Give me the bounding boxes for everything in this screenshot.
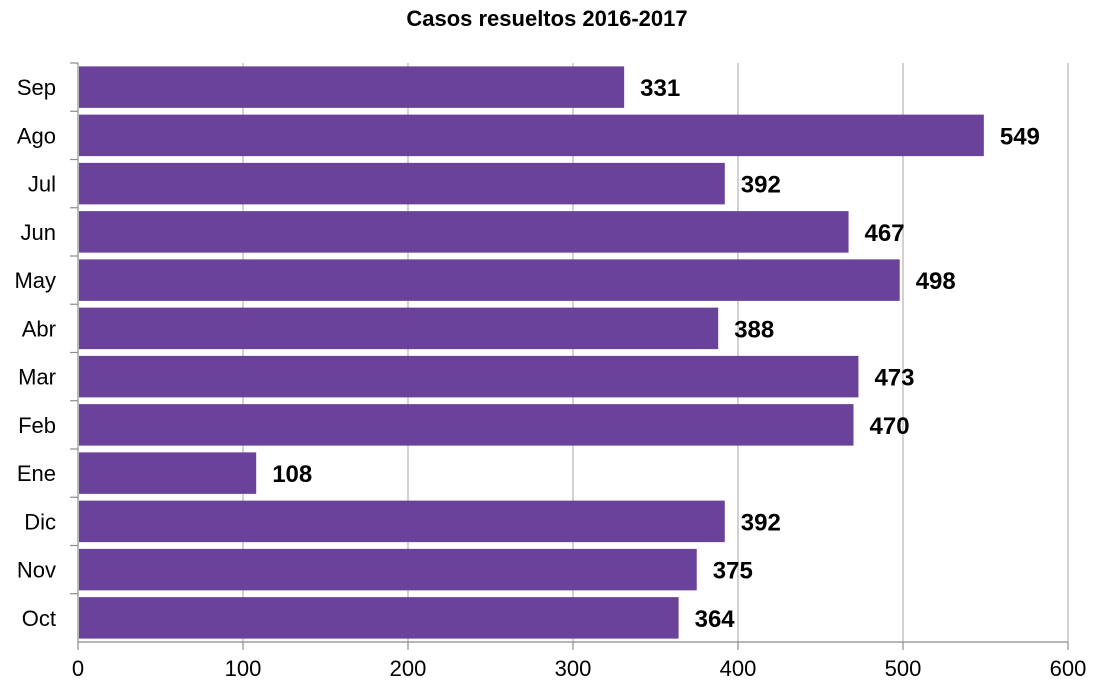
data-label-sep: 331 — [640, 75, 680, 102]
x-tick-label-300: 300 — [555, 656, 592, 681]
bar-dic — [79, 500, 725, 543]
bar-oct — [79, 597, 679, 639]
bar-jun — [79, 211, 849, 253]
bar-ene — [79, 452, 257, 494]
y-tick-label-mar: Mar — [18, 365, 56, 390]
data-label-jul: 392 — [741, 172, 781, 199]
y-tick-label-abr: Abr — [22, 316, 56, 341]
gridlines — [242, 63, 1069, 642]
y-tick-label-dic: Dic — [24, 509, 56, 534]
data-label-jun: 467 — [865, 220, 905, 247]
data-label-ene: 108 — [272, 461, 312, 488]
y-tick-label-sep: Sep — [17, 75, 56, 100]
bar-ago — [79, 114, 984, 157]
x-tick-label-400: 400 — [720, 656, 757, 681]
y-tick-label-jul: Jul — [28, 172, 56, 197]
data-label-mar: 473 — [874, 365, 914, 392]
bar-nov — [79, 548, 697, 591]
data-label-feb: 470 — [870, 413, 910, 440]
data-label-ago: 549 — [1000, 123, 1040, 150]
x-tick-label-0: 0 — [72, 656, 84, 681]
axes: 0 100 200 300 400 500 600 — [70, 62, 1087, 681]
data-label-may: 498 — [916, 268, 956, 295]
y-tick-label-jun: Jun — [21, 220, 56, 245]
bar-sep — [79, 66, 625, 108]
y-tick-label-may: May — [14, 268, 56, 293]
data-label-abr: 388 — [734, 316, 774, 343]
x-tick-label-100: 100 — [225, 656, 262, 681]
bar-feb — [79, 404, 854, 446]
data-label-oct: 364 — [695, 606, 736, 633]
y-tick-label-ago: Ago — [17, 123, 56, 148]
x-tick-label-200: 200 — [390, 656, 427, 681]
x-tick-label-600: 600 — [1050, 656, 1087, 681]
chart-title: Casos resueltos 2016-2017 — [406, 6, 688, 31]
data-label-dic: 392 — [741, 509, 781, 536]
data-label-nov: 375 — [713, 558, 753, 585]
y-tick-label-oct: Oct — [22, 606, 56, 631]
bars — [79, 66, 984, 639]
bar-jul — [79, 162, 725, 205]
labels: Oct 364 Nov 375 Dic 392 Ene 108 Feb 470 Mar 473 Abr 3… — [14, 75, 1039, 633]
bar-abr — [79, 307, 719, 350]
y-tick-label-ene: Ene — [17, 461, 56, 486]
bar-mar — [79, 355, 859, 398]
bar-may — [79, 259, 900, 301]
x-tick-label-500: 500 — [885, 656, 922, 681]
y-tick-label-feb: Feb — [18, 413, 56, 438]
y-tick-label-nov: Nov — [17, 558, 56, 583]
